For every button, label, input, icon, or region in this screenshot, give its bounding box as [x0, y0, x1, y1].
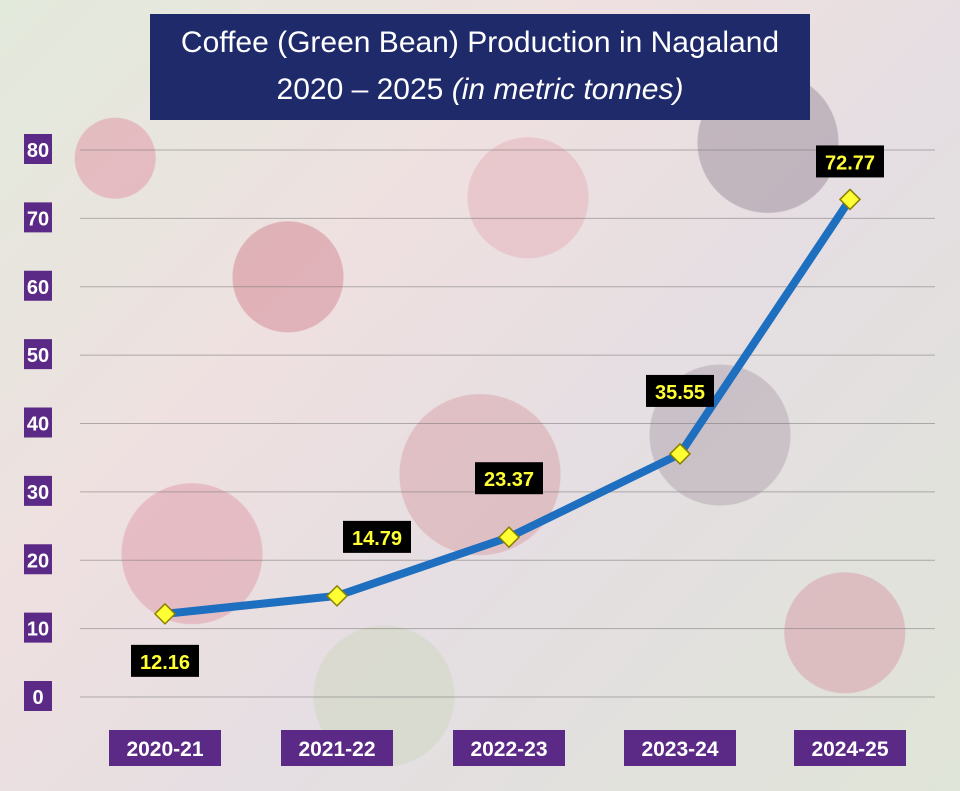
y-tick-label-bg — [24, 270, 52, 301]
y-tick-label-bg — [24, 544, 52, 575]
data-label-bg — [646, 374, 714, 407]
y-tick-label: 10 — [27, 619, 49, 641]
y-tick-label-bg — [24, 612, 52, 643]
data-label: 72.77 — [825, 152, 875, 174]
y-tick-label-bg — [24, 475, 52, 506]
data-label: 35.55 — [655, 382, 705, 404]
y-tick-label-bg — [24, 134, 52, 164]
x-tick-label: 2022-23 — [470, 738, 547, 761]
y-tick-label-bg — [24, 681, 52, 711]
y-tick-label-bg — [24, 407, 52, 438]
y-tick-label: 40 — [27, 414, 49, 436]
y-tick-label: 0 — [32, 687, 43, 709]
data-label-bg — [343, 520, 411, 553]
data-point-marker — [668, 442, 692, 465]
chart-title-box: Coffee (Green Bean) Production in Nagala… — [150, 14, 810, 120]
x-tick-label: 2021-22 — [298, 738, 375, 761]
x-tick-label-bg — [794, 730, 906, 766]
data-label-bg — [475, 462, 543, 495]
chart-title-line-2: 2020 – 2025 (in metric tonnes) — [150, 73, 810, 107]
y-tick-label: 50 — [27, 345, 49, 367]
y-tick-label: 70 — [27, 208, 49, 230]
data-label: 23.37 — [484, 469, 534, 491]
y-tick-label: 30 — [27, 482, 49, 504]
data-point-marker — [497, 526, 521, 549]
data-label-bg — [131, 644, 199, 677]
data-label: 14.79 — [352, 528, 402, 550]
series-line — [161, 195, 854, 618]
x-tick-label-bg — [281, 730, 393, 766]
y-tick-label: 80 — [27, 140, 49, 162]
y-tick-label-bg — [24, 202, 52, 233]
x-tick-label-bg — [624, 730, 736, 766]
x-tick-label: 2024-25 — [811, 738, 888, 761]
chart-title-line-1: Coffee (Green Bean) Production in Nagala… — [180, 26, 780, 59]
x-tick-label-bg — [453, 730, 565, 766]
chart-title-unit: (in metric tonnes) — [451, 73, 684, 106]
y-tick-label-bg — [24, 339, 52, 370]
x-tick-label: 2023-24 — [641, 738, 718, 761]
y-tick-label: 20 — [27, 550, 49, 572]
x-tick-label: 2020-21 — [126, 738, 203, 761]
x-tick-label-bg — [109, 730, 221, 766]
data-point-marker — [838, 188, 862, 211]
y-tick-label: 60 — [27, 277, 49, 299]
data-label: 12.16 — [140, 652, 190, 674]
chart-title-years: 2020 – 2025 — [276, 73, 452, 106]
data-point-marker — [153, 602, 177, 625]
data-label-bg — [816, 145, 884, 178]
data-point-marker — [325, 584, 349, 607]
